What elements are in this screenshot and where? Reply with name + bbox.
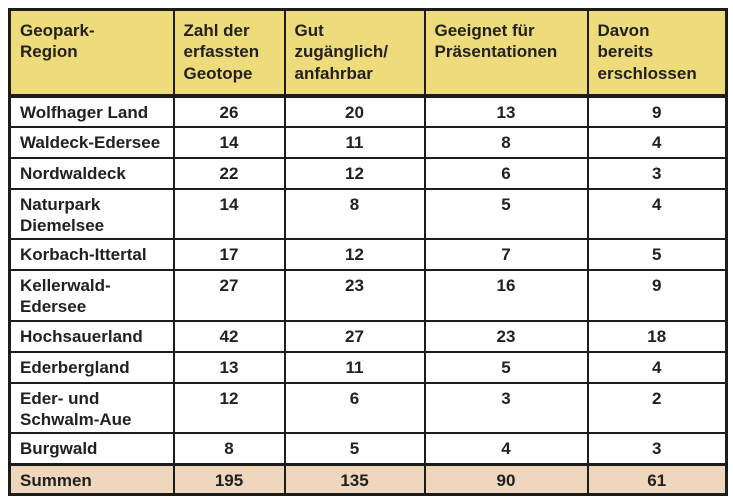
region-cell: Kellerwald- Edersee xyxy=(8,269,175,322)
region-cell: Korbach-Ittertal xyxy=(8,238,175,271)
value-cell: 2 xyxy=(586,381,728,434)
value-cell: 11 xyxy=(283,350,426,384)
value-cell: 8 xyxy=(283,187,426,240)
value-cell: 42 xyxy=(172,319,286,353)
column-header-geopark-region: Geopark- Region xyxy=(8,8,175,98)
value-cell: 8 xyxy=(423,125,589,159)
value-cell: 13 xyxy=(172,350,286,384)
region-cell: Eder- und Schwalm-Aue xyxy=(8,381,175,434)
value-cell: 4 xyxy=(586,350,728,384)
value-cell: 3 xyxy=(586,156,728,190)
table-row: Waldeck-Edersee 14 11 8 4 xyxy=(8,125,728,159)
value-cell: 3 xyxy=(586,432,728,465)
region-cell: Wolfhager Land xyxy=(8,94,175,128)
value-cell: 4 xyxy=(586,187,728,240)
value-cell: 4 xyxy=(423,432,589,465)
table-row: Ederbergland 13 11 5 4 xyxy=(8,350,728,384)
value-cell: 9 xyxy=(586,269,728,322)
value-cell: 26 xyxy=(172,94,286,128)
summary-row: Summen 195 135 90 61 xyxy=(8,462,728,496)
value-cell: 17 xyxy=(172,238,286,271)
region-cell: Hochsauerland xyxy=(8,319,175,353)
summary-label-cell: Summen xyxy=(8,462,175,496)
value-cell: 22 xyxy=(172,156,286,190)
value-cell: 20 xyxy=(283,94,426,128)
value-cell: 6 xyxy=(423,156,589,190)
table-row: Burgwald 8 5 4 3 xyxy=(8,432,728,465)
region-cell: Naturpark Diemelsee xyxy=(8,187,175,240)
value-cell: 5 xyxy=(586,238,728,271)
value-cell: 5 xyxy=(283,432,426,465)
value-cell: 27 xyxy=(172,269,286,322)
region-cell: Nordwaldeck xyxy=(8,156,175,190)
value-cell: 14 xyxy=(172,187,286,240)
table-row: Korbach-Ittertal 17 12 7 5 xyxy=(8,238,728,271)
value-cell: 27 xyxy=(283,319,426,353)
header-row: Geopark- Region Zahl der erfassten Geoto… xyxy=(8,8,728,98)
geotope-table: Geopark- Region Zahl der erfassten Geoto… xyxy=(8,8,728,496)
value-cell: 4 xyxy=(586,125,728,159)
column-header-zahl-geotope: Zahl der erfassten Geotope xyxy=(172,8,286,98)
column-header-erschlossen: Davon bereits erschlossen xyxy=(586,8,728,98)
value-cell: 6 xyxy=(283,381,426,434)
value-cell: 5 xyxy=(423,187,589,240)
column-header-praesentationen: Geeignet für Präsentationen xyxy=(423,8,589,98)
value-cell: 7 xyxy=(423,238,589,271)
region-cell: Burgwald xyxy=(8,432,175,465)
table-row: Eder- und Schwalm-Aue 12 6 3 2 xyxy=(8,381,728,434)
value-cell: 12 xyxy=(172,381,286,434)
table-row: Wolfhager Land 26 20 13 9 xyxy=(8,94,728,128)
value-cell: 23 xyxy=(283,269,426,322)
value-cell: 16 xyxy=(423,269,589,322)
value-cell: 5 xyxy=(423,350,589,384)
table-row: Hochsauerland 42 27 23 18 xyxy=(8,319,728,353)
column-header-zugaenglich: Gut zugänglich/ anfahrbar xyxy=(283,8,426,98)
value-cell: 23 xyxy=(423,319,589,353)
value-cell: 8 xyxy=(172,432,286,465)
value-cell: 13 xyxy=(423,94,589,128)
region-cell: Ederbergland xyxy=(8,350,175,384)
value-cell: 12 xyxy=(283,156,426,190)
summary-value-cell: 61 xyxy=(586,462,728,496)
value-cell: 14 xyxy=(172,125,286,159)
summary-value-cell: 135 xyxy=(283,462,426,496)
table-row: Nordwaldeck 22 12 6 3 xyxy=(8,156,728,190)
table-row: Naturpark Diemelsee 14 8 5 4 xyxy=(8,187,728,240)
value-cell: 9 xyxy=(586,94,728,128)
table-row: Kellerwald- Edersee 27 23 16 9 xyxy=(8,269,728,322)
value-cell: 12 xyxy=(283,238,426,271)
value-cell: 11 xyxy=(283,125,426,159)
value-cell: 3 xyxy=(423,381,589,434)
region-cell: Waldeck-Edersee xyxy=(8,125,175,159)
summary-value-cell: 90 xyxy=(423,462,589,496)
summary-value-cell: 195 xyxy=(172,462,286,496)
value-cell: 18 xyxy=(586,319,728,353)
